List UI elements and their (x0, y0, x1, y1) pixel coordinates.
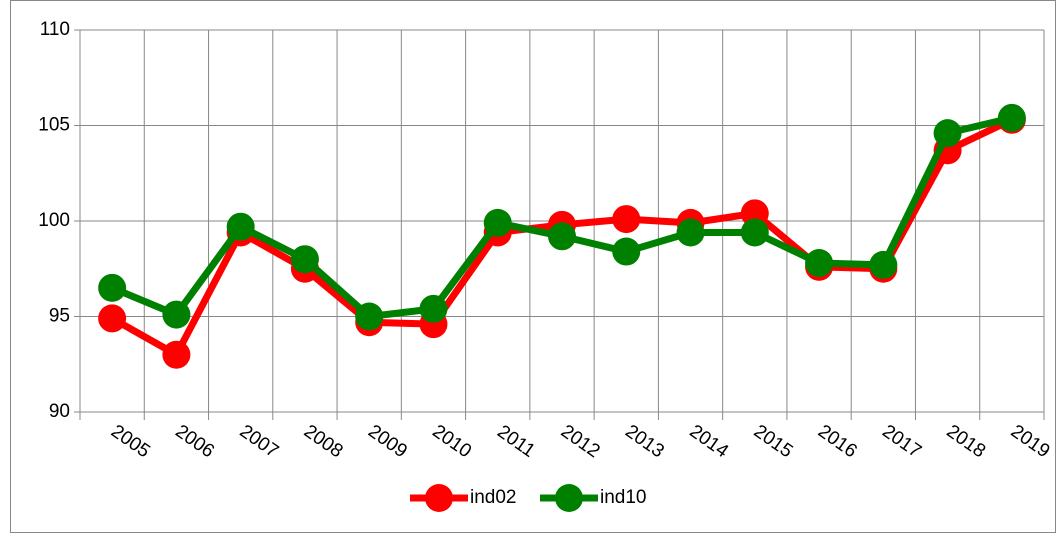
legend-marker (555, 484, 583, 512)
point (612, 237, 641, 266)
y-tick-label: 110 (40, 19, 70, 40)
y-tick-label: 95 (49, 306, 70, 327)
point (162, 300, 191, 329)
point (355, 302, 384, 331)
point (419, 294, 448, 323)
point (98, 273, 127, 302)
point (483, 208, 512, 237)
point (740, 218, 769, 247)
legend-marker (425, 484, 453, 512)
point (290, 245, 319, 274)
legend-label: ind10 (600, 487, 647, 508)
point (98, 304, 127, 333)
point (226, 212, 255, 241)
legend-label: ind02 (470, 487, 517, 508)
point (548, 222, 576, 251)
y-tick-label: 90 (49, 401, 70, 422)
point (676, 218, 705, 247)
point (805, 249, 834, 278)
y-tick-label: 100 (38, 210, 70, 231)
point (612, 205, 641, 234)
point (997, 103, 1026, 132)
y-tick-label: 105 (38, 115, 70, 136)
point (933, 119, 962, 148)
point (162, 340, 191, 369)
point (869, 250, 898, 279)
